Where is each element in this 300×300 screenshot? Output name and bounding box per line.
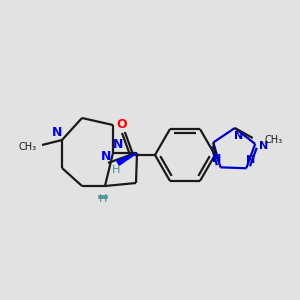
Text: O: O [117, 118, 127, 131]
Text: CH₃: CH₃ [19, 142, 37, 152]
Text: H: H [112, 165, 120, 175]
Text: N: N [259, 141, 268, 151]
Text: H: H [99, 194, 107, 204]
Text: N: N [101, 151, 111, 164]
Text: N: N [212, 154, 221, 164]
Text: N: N [234, 131, 243, 141]
Text: N: N [113, 139, 123, 152]
Text: N: N [246, 155, 255, 165]
Text: CH₃: CH₃ [265, 135, 283, 145]
Polygon shape [117, 153, 137, 165]
Text: N: N [52, 127, 62, 140]
